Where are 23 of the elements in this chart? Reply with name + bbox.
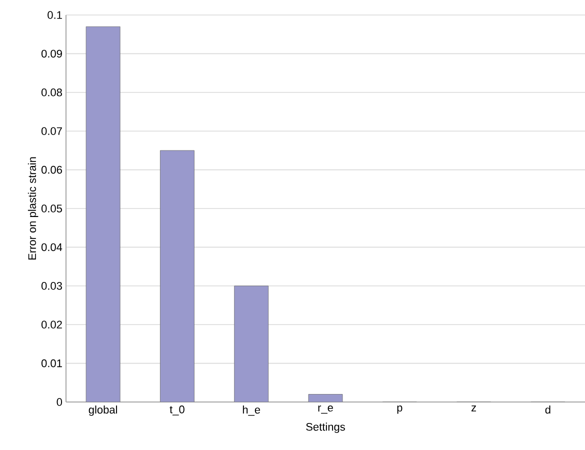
y-tick-label: 0.07 [41,127,62,135]
x-tick-label: d [545,406,550,414]
x-tick-label: r_e [318,406,333,414]
bar [160,150,194,402]
bar [86,26,120,402]
bar [234,286,269,402]
x-tick-label: z [471,406,476,412]
x-axis-title: Settings [306,422,345,433]
y-axis-title: Error on plastic strain [28,157,38,260]
y-tick-label: 0.06 [41,166,62,174]
y-tick-label: 0.01 [41,359,62,368]
x-tick-label: t_0 [170,406,184,416]
y-tick-label: 0.05 [41,204,62,212]
y-tick-label: 0.02 [41,320,62,328]
y-tick-label: 0.1 [48,11,62,19]
y-tick-label: 0.09 [41,50,62,58]
y-tick-label: 0 [56,398,62,406]
y-tick-label: 0.04 [41,243,62,252]
x-tick-label: global [88,406,118,416]
y-tick-label: 0.03 [41,282,62,290]
x-tick-label: h_e [242,406,260,416]
x-tick-label: p [397,406,402,414]
y-tick-label: 0.08 [41,88,62,96]
